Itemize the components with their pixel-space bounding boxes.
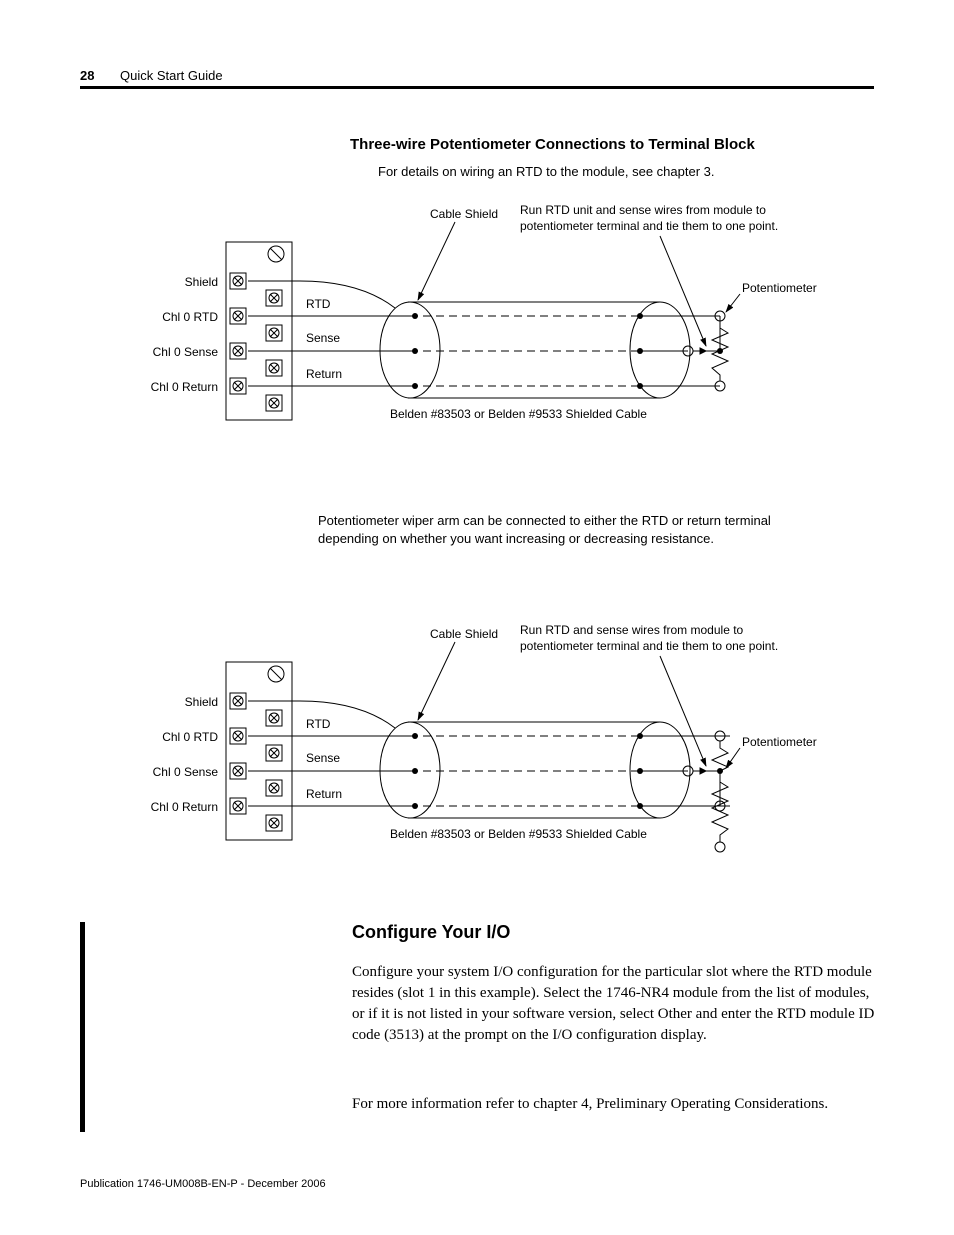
svg-text:Potentiometer: Potentiometer (742, 735, 817, 749)
diagram-2: Shield Chl 0 RTD Chl 0 Sense Chl 0 Retur… (0, 620, 954, 910)
svg-text:Sense: Sense (306, 751, 340, 765)
svg-text:RTD: RTD (306, 717, 331, 731)
svg-text:Belden #83503 or Belden #9533: Belden #83503 or Belden #9533 Shielded C… (390, 827, 647, 841)
svg-text:potentiometer terminal and tie: potentiometer terminal and tie them to o… (520, 639, 778, 653)
label-rtd: RTD (306, 297, 331, 311)
label-pot: Potentiometer (742, 281, 817, 295)
svg-text:Cable Shield: Cable Shield (430, 627, 498, 641)
header-title: Quick Start Guide (120, 68, 223, 83)
left-bar (80, 922, 85, 1132)
label-belden: Belden #83503 or Belden #9533 Shielded C… (390, 407, 647, 421)
svg-text:Shield: Shield (185, 695, 218, 709)
label-return: Return (306, 367, 342, 381)
configure-heading: Configure Your I/O (352, 922, 510, 943)
intro-text: For details on wiring an RTD to the modu… (378, 164, 715, 179)
term-label-sense: Chl 0 Sense (153, 345, 219, 359)
svg-text:Chl 0 Return: Chl 0 Return (151, 800, 218, 814)
svg-text:Chl 0 RTD: Chl 0 RTD (162, 730, 218, 744)
footer: Publication 1746-UM008B-EN-P - December … (80, 1178, 326, 1190)
label-cable-shield: Cable Shield (430, 207, 498, 221)
page-number: 28 (80, 68, 94, 83)
svg-text:Chl 0 Sense: Chl 0 Sense (153, 765, 219, 779)
middle-note: Potentiometer wiper arm can be connected… (318, 512, 808, 547)
configure-para1: Configure your system I/O configuration … (352, 962, 876, 1046)
label-sense: Sense (306, 331, 340, 345)
svg-text:Run RTD and sense wires from m: Run RTD and sense wires from module to (520, 623, 744, 637)
svg-text:Return: Return (306, 787, 342, 801)
section-title: Three-wire Potentiometer Connections to … (350, 136, 755, 153)
header-rule (80, 86, 874, 89)
term-label-rtd: Chl 0 RTD (162, 310, 218, 324)
configure-para2: For more information refer to chapter 4,… (352, 1094, 876, 1115)
label-run-rtd-1a: Run RTD unit and sense wires from module… (520, 203, 766, 217)
label-run-rtd-1b: potentiometer terminal and tie them to o… (520, 219, 778, 233)
term-label-shield: Shield (185, 275, 218, 289)
diagram-1: Shield Chl 0 RTD Chl 0 Sense Chl 0 Retur… (0, 200, 954, 490)
term-label-return: Chl 0 Return (151, 380, 218, 394)
